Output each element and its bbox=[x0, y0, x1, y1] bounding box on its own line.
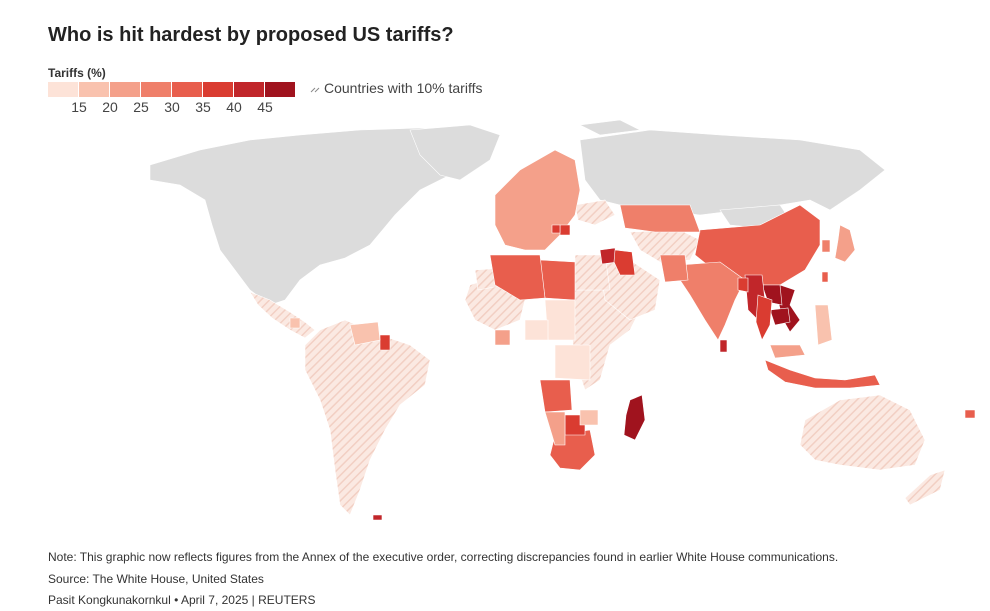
australia bbox=[799, 394, 926, 471]
legend-swatch-7 bbox=[265, 82, 295, 97]
legend-swatch-0 bbox=[48, 82, 78, 97]
legend-swatch-1 bbox=[79, 82, 109, 97]
region-malaysia bbox=[769, 344, 806, 359]
legend-tick-35: 35 bbox=[195, 99, 211, 115]
legend-ticks: 15 20 25 30 35 40 45 bbox=[48, 97, 296, 115]
chart-title: Who is hit hardest by proposed US tariff… bbox=[48, 24, 454, 46]
legend-swatch-3 bbox=[141, 82, 171, 97]
region-fiji bbox=[964, 409, 976, 419]
legend-swatch-2 bbox=[110, 82, 140, 97]
region-nicaragua bbox=[289, 317, 301, 329]
region-guyana bbox=[379, 334, 391, 351]
greenland bbox=[409, 124, 501, 181]
north-america bbox=[149, 127, 481, 306]
legend-swatch-6 bbox=[234, 82, 264, 97]
region-madagascar bbox=[623, 394, 646, 441]
region-sri-lanka bbox=[719, 339, 728, 353]
south-america bbox=[304, 319, 431, 516]
colored-regions bbox=[289, 149, 976, 521]
region-kazakhstan bbox=[619, 204, 701, 233]
footer-source: Source: The White House, United States bbox=[48, 572, 264, 586]
legend-tick-40: 40 bbox=[226, 99, 242, 115]
legend-hatch: Countries with 10% tariffs bbox=[310, 80, 482, 96]
region-pakistan bbox=[659, 254, 689, 283]
legend-tick-25: 25 bbox=[133, 99, 149, 115]
arctic-islands bbox=[578, 119, 642, 136]
new-zealand bbox=[904, 469, 946, 506]
region-libya bbox=[539, 259, 576, 301]
hatch-icon bbox=[310, 87, 320, 93]
russia bbox=[579, 129, 886, 216]
region-iraq bbox=[613, 249, 636, 276]
region-algeria bbox=[489, 254, 546, 301]
hatch-label: Countries with 10% tariffs bbox=[324, 80, 483, 96]
region-angola bbox=[539, 379, 573, 413]
region-cambodia bbox=[769, 307, 791, 326]
region-laos bbox=[761, 284, 783, 306]
region-bangladesh bbox=[737, 277, 749, 293]
region-india bbox=[679, 261, 746, 341]
region-nigeria bbox=[524, 319, 549, 341]
legend-tick-45: 45 bbox=[257, 99, 273, 115]
region-namibia bbox=[544, 411, 566, 446]
region-venezuela bbox=[349, 321, 381, 346]
region-zimbabwe bbox=[579, 409, 599, 426]
region-bosnia bbox=[551, 224, 561, 234]
region-south-korea bbox=[821, 239, 831, 253]
legend-title: Tariffs (%) bbox=[48, 66, 106, 80]
world-map bbox=[149, 119, 976, 521]
eastern-europe bbox=[574, 199, 616, 226]
region-serbia bbox=[559, 224, 571, 236]
region-japan bbox=[834, 224, 856, 263]
legend-swatches bbox=[48, 82, 296, 97]
legend-swatch-4 bbox=[172, 82, 202, 97]
land-base bbox=[149, 119, 886, 306]
legend-scale: 15 20 25 30 35 40 45 bbox=[48, 82, 296, 115]
legend-swatch-5 bbox=[203, 82, 233, 97]
region-falklands bbox=[372, 514, 383, 521]
region-dr-congo bbox=[554, 344, 591, 381]
hatched-regions bbox=[249, 199, 946, 516]
region-thailand bbox=[755, 294, 773, 341]
footer-byline: Pasit Kongkunakornkul • April 7, 2025 | … bbox=[48, 593, 316, 607]
region-chad bbox=[544, 299, 576, 341]
region-cote-divoire bbox=[494, 329, 511, 346]
region-taiwan bbox=[821, 271, 829, 283]
legend-tick-15: 15 bbox=[71, 99, 87, 115]
footer-note: Note: This graphic now reflects figures … bbox=[48, 550, 839, 564]
region-philippines bbox=[814, 304, 833, 346]
legend-tick-20: 20 bbox=[102, 99, 118, 115]
legend-tick-30: 30 bbox=[164, 99, 180, 115]
region-indonesia bbox=[764, 359, 881, 389]
